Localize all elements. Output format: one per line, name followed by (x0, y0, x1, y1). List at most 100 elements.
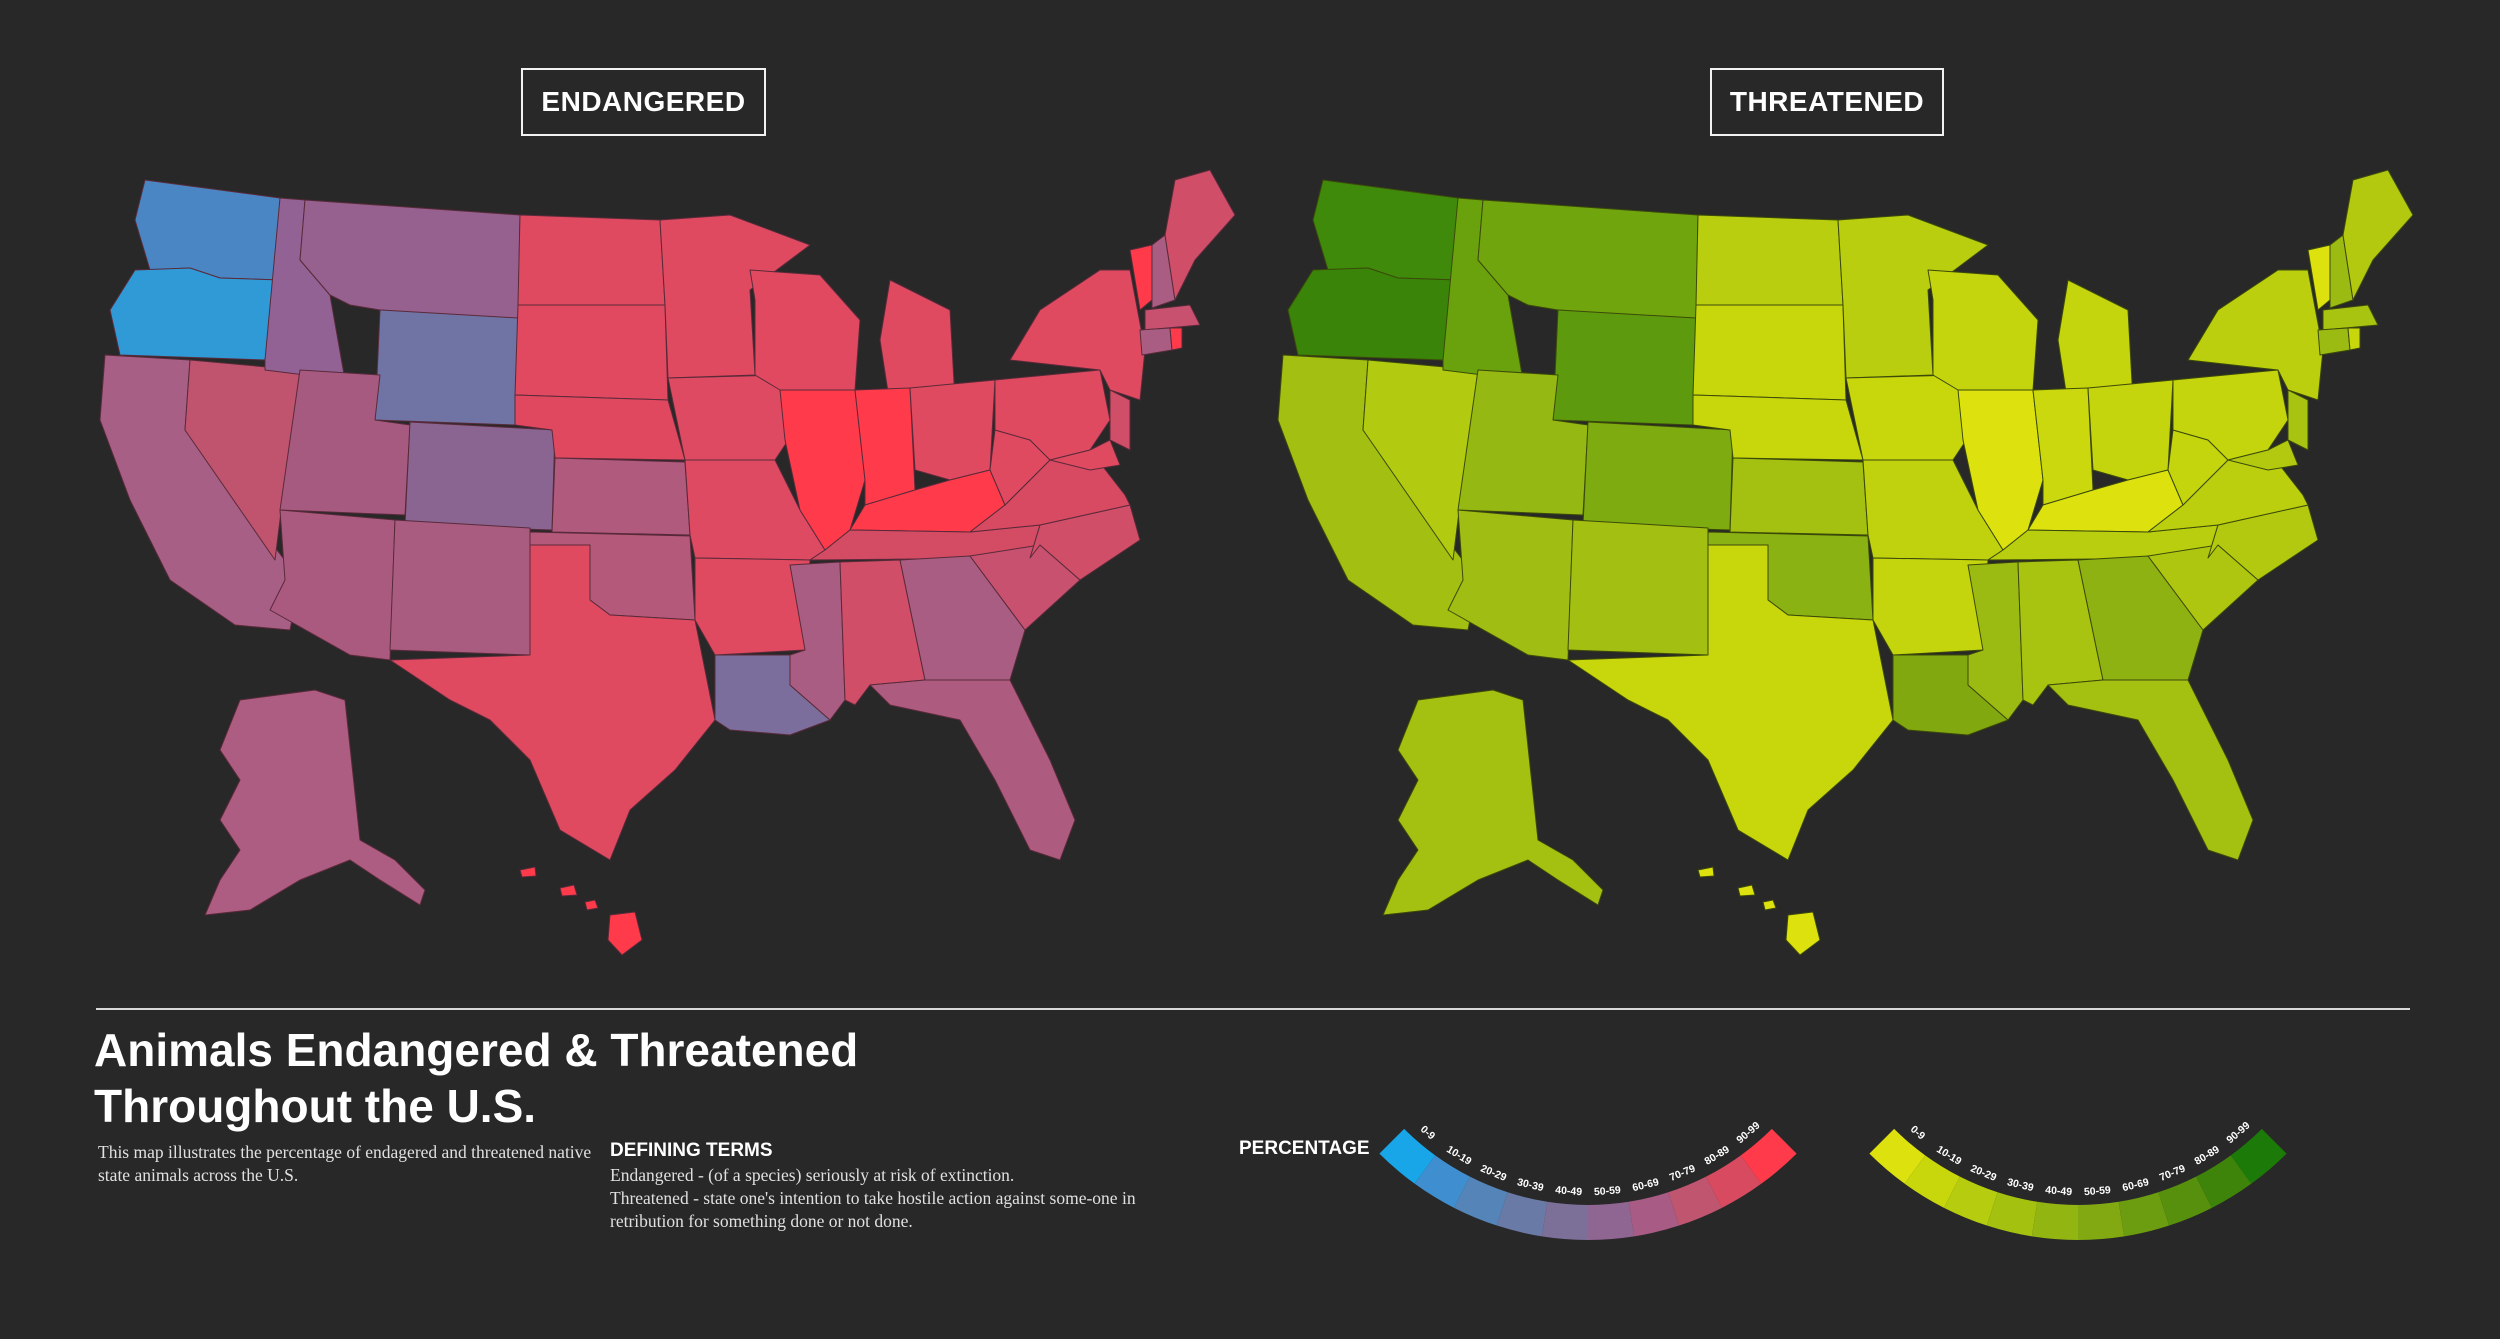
legend-tick-label: 10-19 (1444, 1143, 1473, 1167)
legend-tick-label: 40-49 (1555, 1184, 1583, 1198)
legend-segment-70-79 (2158, 1176, 2212, 1226)
state-colorado (1582, 421, 1734, 531)
state-georgia (899, 555, 1026, 681)
state-wyoming (374, 309, 519, 426)
state-alaska (1382, 689, 1604, 916)
legend-segment-20-29 (1454, 1176, 1508, 1226)
legend-segment-0-9 (1379, 1128, 1436, 1184)
endangered-percentage-legend: 0-9 10-19 20-29 30-39 40-49 50-59 60-69 70-7980… (1379, 1120, 1797, 1240)
threatened-map-title: THREATENED (1710, 68, 1944, 136)
legend-segment-80-89 (2196, 1155, 2252, 1208)
legend-segment-40-49 (1541, 1201, 1588, 1240)
state-arkansas (694, 557, 811, 656)
state-ohio (2087, 379, 2174, 481)
endangered-definition: Endangered - (of a species) seriously at… (610, 1165, 1015, 1185)
state-south-dakota (514, 304, 669, 401)
state-montana (1477, 199, 1699, 321)
state-rhode-island (1169, 327, 1183, 351)
state-alaska (204, 689, 426, 916)
legend-tick-label: 10-19 (1934, 1143, 1963, 1167)
legend-tick-label: 80-89 (1702, 1143, 1731, 1167)
legend-tick-label: 70-79 (1668, 1162, 1698, 1183)
state-florida (2047, 679, 2254, 861)
threatened-percentage-legend: 0-9 10-19 20-29 30-39 40-49 50-59 60-69 70-7980… (1869, 1120, 2287, 1240)
percentage-heading: PERCENTAGE (1239, 1138, 1370, 1159)
state-new-jersey (1109, 389, 1131, 451)
state-indiana (854, 387, 916, 506)
legend-tick-label: 40-49 (2045, 1184, 2073, 1198)
legend-segment-10-19 (1414, 1155, 1470, 1208)
legend-segment-10-19 (1904, 1155, 1960, 1208)
legend-segment-40-49 (2031, 1201, 2078, 1240)
state-georgia (2077, 555, 2204, 681)
state-ohio (909, 379, 996, 481)
divider-rule (96, 1008, 2410, 1010)
legend-tick-label: 20-29 (1479, 1163, 1509, 1184)
state-maryland (1049, 439, 1121, 471)
legend-tick-label: 60-69 (2121, 1176, 2150, 1194)
legend-segment-90-99 (2230, 1128, 2287, 1184)
threatened-us-map (1277, 169, 2414, 956)
legend-segment-30-39 (1986, 1192, 2038, 1237)
legend-tick-label: 30-39 (1516, 1176, 1545, 1194)
state-wisconsin (1927, 269, 2039, 391)
state-indiana (2032, 387, 2094, 506)
legend-segment-30-39 (1496, 1192, 1548, 1237)
state-maine (1164, 169, 1236, 301)
state-arkansas (1872, 557, 1989, 656)
state-arizona (1447, 509, 1574, 661)
legend-segment-80-89 (1706, 1155, 1762, 1208)
state-montana (299, 199, 521, 321)
state-kansas (1729, 457, 1869, 536)
state-new-jersey (2287, 389, 2309, 451)
state-hawaii (1697, 866, 1821, 956)
legend-segment-70-79 (1668, 1176, 1722, 1226)
state-washington (1312, 179, 1459, 281)
legend-tick-label: 70-79 (2158, 1162, 2188, 1183)
state-north-dakota (517, 214, 666, 306)
legend-segment-60-69 (2118, 1192, 2170, 1237)
state-texas (389, 544, 716, 861)
endangered-map-title: ENDANGERED (521, 68, 766, 136)
state-kansas (551, 457, 691, 536)
intro-text: This map illustrates the percentage of e… (98, 1142, 592, 1185)
defining-terms-heading: DEFINING TERMS (610, 1140, 773, 1161)
legend-tick-label: 50-59 (1594, 1184, 1622, 1198)
state-oregon (1287, 267, 1459, 361)
state-washington (134, 179, 281, 281)
state-colorado (404, 421, 556, 531)
legend-segment-60-69 (1628, 1192, 1680, 1237)
legend-segment-90-99 (1740, 1128, 1797, 1184)
title-line-1: Animals Endangered & Threatened (94, 1024, 859, 1076)
state-minnesota (659, 214, 811, 379)
state-minnesota (1837, 214, 1989, 379)
state-massachusetts (1144, 304, 1201, 331)
legend-tick-label: 50-59 (2084, 1184, 2112, 1198)
legend-tick-label: 60-69 (1631, 1176, 1660, 1194)
legend-segment-20-29 (1944, 1176, 1998, 1226)
state-new-mexico (389, 519, 531, 656)
threatened-definition: Threatened - state one's intention to ta… (610, 1188, 1136, 1231)
title-line-2: Throughout the U.S. (94, 1080, 537, 1132)
legend-tick-label: 20-29 (1969, 1163, 1999, 1184)
state-hawaii (519, 866, 643, 956)
state-maryland (2227, 439, 2299, 471)
legend-tick-label: 30-39 (2006, 1176, 2035, 1194)
state-rhode-island (2347, 327, 2361, 351)
state-new-mexico (1567, 519, 1709, 656)
page-title: Animals Endangered & Threatened Througho… (94, 1022, 994, 1134)
state-florida (869, 679, 1076, 861)
legend-tick-label: 0-9 (1908, 1123, 1927, 1142)
state-maine (2342, 169, 2414, 301)
state-arizona (269, 509, 396, 661)
state-wyoming (1552, 309, 1697, 426)
state-connecticut (1139, 327, 1173, 356)
legend-segment-50-59 (2078, 1201, 2125, 1240)
state-texas (1567, 544, 1894, 861)
state-connecticut (2317, 327, 2351, 356)
legend-segment-50-59 (1588, 1201, 1635, 1240)
legend-tick-label: 0-9 (1418, 1123, 1437, 1142)
state-massachusetts (2322, 304, 2379, 331)
legend-tick-label: 80-89 (2192, 1143, 2221, 1167)
state-south-dakota (1692, 304, 1847, 401)
